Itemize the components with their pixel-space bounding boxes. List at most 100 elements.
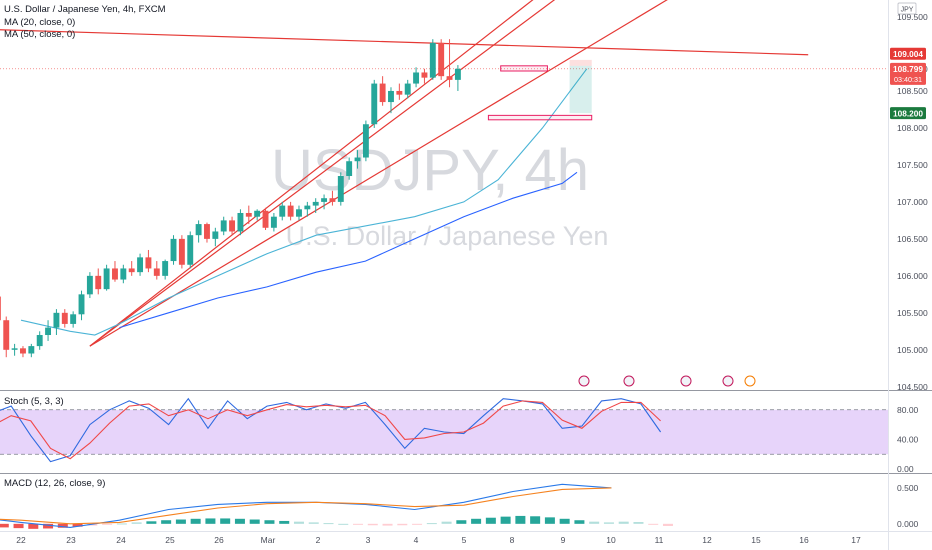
candle-body bbox=[195, 224, 202, 236]
candle-body bbox=[0, 296, 1, 321]
trendline bbox=[0, 29, 809, 56]
macd-hist-bar bbox=[589, 521, 600, 524]
macd-hist-bar bbox=[471, 518, 482, 524]
macd-hist-bar bbox=[72, 523, 83, 527]
x-tick-label: 12 bbox=[702, 535, 712, 545]
position-target-zone bbox=[569, 65, 592, 114]
y-tick-label: 104.500 bbox=[897, 382, 928, 392]
event-flag-icon bbox=[680, 375, 692, 387]
macd-legend[interactable]: MACD (12, 26, close, 9) bbox=[4, 478, 106, 489]
macd-hist-bar bbox=[382, 523, 393, 526]
candle-body bbox=[404, 83, 411, 95]
macd-hist-bar bbox=[500, 516, 511, 524]
candle-body bbox=[128, 268, 135, 273]
stoch-y-tick: 40.00 bbox=[897, 434, 919, 444]
chart-title: U.S. Dollar / Japanese Yen, 4h, FXCM bbox=[4, 4, 166, 15]
stoch-legend[interactable]: Stoch (5, 3, 3) bbox=[4, 396, 64, 407]
macd-hist-bar bbox=[648, 523, 659, 525]
x-tick-label: 25 bbox=[165, 535, 175, 545]
macd-hist-bar bbox=[662, 523, 673, 526]
y-tick-label: 106.000 bbox=[897, 271, 928, 281]
x-tick-label: 2 bbox=[316, 535, 321, 545]
x-tick-label: 3 bbox=[366, 535, 371, 545]
x-tick-label: 4 bbox=[414, 535, 419, 545]
macd-hist-bar bbox=[205, 518, 216, 524]
x-tick-label: Mar bbox=[261, 535, 276, 545]
macd-hist-bar bbox=[618, 521, 629, 524]
macd-hist-bar bbox=[544, 517, 555, 524]
candle-body bbox=[145, 257, 152, 269]
candle-body bbox=[103, 268, 110, 290]
macd-hist-bar bbox=[367, 523, 378, 526]
macd-hist-bar bbox=[279, 520, 290, 524]
ma20-legend[interactable]: MA (20, close, 0) bbox=[4, 17, 76, 28]
y-tick-label: 109.500 bbox=[897, 12, 928, 22]
candle-body bbox=[212, 231, 219, 239]
candle-body bbox=[178, 238, 185, 265]
x-tick-label: 17 bbox=[851, 535, 861, 545]
candle-body bbox=[45, 327, 52, 336]
candle-body bbox=[337, 176, 344, 202]
candle-body bbox=[446, 76, 453, 80]
macd-hist-bar bbox=[530, 516, 541, 524]
candle-body bbox=[388, 90, 394, 103]
x-tick-label: 22 bbox=[16, 535, 26, 545]
macd-hist-bar bbox=[28, 523, 39, 529]
event-flag-icon bbox=[623, 375, 635, 387]
macd-hist-bar bbox=[264, 520, 275, 524]
stoch-k-line bbox=[0, 397, 662, 463]
candle-body bbox=[187, 235, 194, 265]
macd-hist-bar bbox=[131, 522, 142, 524]
macd-hist-bar bbox=[456, 520, 467, 524]
x-tick-label: 10 bbox=[606, 535, 616, 545]
candle-body bbox=[3, 320, 10, 350]
price-label-resistance-text: 109.004 bbox=[893, 49, 923, 59]
x-tick-label: 5 bbox=[462, 535, 467, 545]
candle-body bbox=[70, 314, 77, 324]
x-tick-label: 16 bbox=[799, 535, 809, 545]
candle-body bbox=[20, 348, 26, 354]
event-flag-icon bbox=[578, 375, 590, 387]
x-tick-label: 9 bbox=[561, 535, 566, 545]
macd-hist-bar bbox=[485, 517, 496, 524]
y-tick-label: 108.000 bbox=[897, 123, 928, 133]
stoch-d-line bbox=[0, 400, 661, 460]
macd-hist-bar bbox=[116, 523, 127, 525]
candle-body bbox=[312, 201, 319, 206]
zone-box bbox=[500, 65, 548, 72]
trendline bbox=[89, 0, 668, 347]
x-tick-label: 8 bbox=[510, 535, 515, 545]
macd-hist-bar bbox=[515, 515, 526, 524]
y-tick-label: 107.000 bbox=[897, 197, 928, 207]
macd-hist-bar bbox=[220, 518, 231, 524]
macd-hist-bar bbox=[13, 523, 24, 529]
macd-hist-bar bbox=[633, 522, 644, 524]
macd-y-tick: 0.500 bbox=[897, 483, 919, 493]
macd-hist-bar bbox=[603, 522, 614, 524]
price-label-last-countdown: 03:40:31 bbox=[894, 75, 922, 84]
candle-body bbox=[36, 335, 43, 347]
candle-body bbox=[112, 268, 118, 280]
candle-body bbox=[170, 238, 177, 262]
watermark-name: U.S. Dollar / Japanese Yen bbox=[286, 221, 609, 251]
macd-hist-bar bbox=[175, 519, 186, 524]
candle-body bbox=[421, 72, 428, 78]
candle-body bbox=[413, 72, 420, 84]
macd-hist-bar bbox=[412, 523, 423, 525]
candle-body bbox=[153, 268, 160, 276]
ma50-legend[interactable]: MA (50, close, 0) bbox=[4, 29, 76, 40]
candle-body bbox=[237, 212, 244, 232]
candle-body bbox=[354, 157, 361, 162]
currency-label: JPY bbox=[901, 7, 914, 14]
candle-body bbox=[270, 216, 277, 228]
candle-body bbox=[429, 42, 436, 78]
price-label-target bbox=[890, 107, 926, 120]
price-pane bbox=[0, 0, 888, 387]
zone-box bbox=[487, 114, 593, 121]
candle-body bbox=[438, 42, 445, 77]
candle-body bbox=[254, 210, 261, 217]
stoch-y-tick: 0.00 bbox=[897, 464, 914, 474]
price-label-last-text: 108.799 bbox=[893, 64, 923, 74]
candle-body bbox=[287, 205, 294, 217]
